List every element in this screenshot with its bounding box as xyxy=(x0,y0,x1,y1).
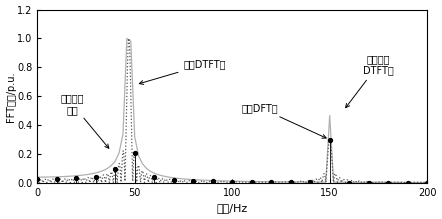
Text: 三次谐波
DTFT值: 三次谐波 DTFT值 xyxy=(346,54,394,108)
Text: 信号DFT值: 信号DFT值 xyxy=(242,103,326,138)
X-axis label: 频率/Hz: 频率/Hz xyxy=(217,203,248,214)
Y-axis label: FFT幅值/p.u.: FFT幅值/p.u. xyxy=(6,71,15,122)
Text: 频谱泄漏
现象: 频谱泄漏 现象 xyxy=(61,93,109,148)
Text: 基波DTFT值: 基波DTFT值 xyxy=(139,60,226,84)
